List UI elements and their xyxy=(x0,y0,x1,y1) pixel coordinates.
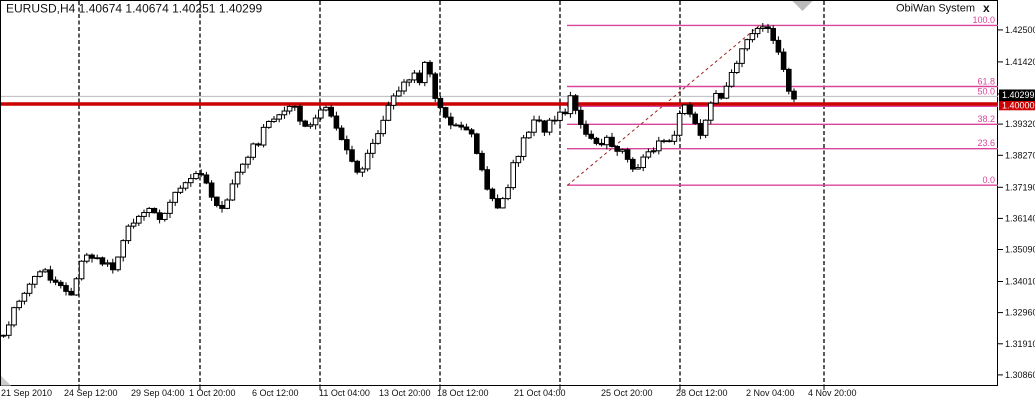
svg-text:61.8: 61.8 xyxy=(977,76,995,86)
svg-text:1.32960: 1.32960 xyxy=(1005,308,1035,318)
svg-text:EURUSD,H4 1.40674 1.40674 1.: EURUSD,H4 1.40674 1.40674 1.40251 1.4029… xyxy=(6,2,263,16)
svg-text:1.34010: 1.34010 xyxy=(1005,277,1035,287)
svg-text:24 Sep 12:00: 24 Sep 12:00 xyxy=(64,388,118,398)
svg-text:29 Sep 04:00: 29 Sep 04:00 xyxy=(131,388,185,398)
svg-text:x: x xyxy=(983,1,990,15)
svg-text:1.35090: 1.35090 xyxy=(1005,245,1035,255)
svg-text:28 Oct 12:00: 28 Oct 12:00 xyxy=(676,388,728,398)
svg-text:18 Oct 12:00: 18 Oct 12:00 xyxy=(437,388,489,398)
svg-text:1.42500: 1.42500 xyxy=(1005,25,1035,35)
svg-text:13 Oct 20:00: 13 Oct 20:00 xyxy=(379,388,431,398)
svg-text:25 Oct 20:00: 25 Oct 20:00 xyxy=(601,388,653,398)
svg-text:1.37190: 1.37190 xyxy=(1005,182,1035,192)
svg-text:1.38270: 1.38270 xyxy=(1005,150,1035,160)
svg-text:100.0: 100.0 xyxy=(972,15,995,25)
svg-text:ObiWan System: ObiWan System xyxy=(896,3,975,15)
svg-text:4 Nov 20:00: 4 Nov 20:00 xyxy=(808,388,857,398)
svg-text:23.6: 23.6 xyxy=(977,138,995,148)
svg-text:0.0: 0.0 xyxy=(982,175,995,185)
svg-text:1.41420: 1.41420 xyxy=(1005,57,1035,67)
svg-text:21 Oct 04:00: 21 Oct 04:00 xyxy=(514,388,566,398)
svg-text:1 Oct 20:00: 1 Oct 20:00 xyxy=(189,388,236,398)
svg-text:1.36140: 1.36140 xyxy=(1005,213,1035,223)
svg-text:2 Nov 04:00: 2 Nov 04:00 xyxy=(746,388,795,398)
svg-text:38.2: 38.2 xyxy=(977,114,995,124)
svg-text:1.40000: 1.40000 xyxy=(1002,101,1035,111)
svg-text:6 Oct 12:00: 6 Oct 12:00 xyxy=(252,388,299,398)
svg-text:21 Sep 2010: 21 Sep 2010 xyxy=(1,388,52,398)
svg-text:1.30860: 1.30860 xyxy=(1005,370,1035,380)
svg-text:1.40299: 1.40299 xyxy=(1002,90,1035,100)
svg-text:50.0: 50.0 xyxy=(977,86,995,96)
svg-text:11 Oct 04:00: 11 Oct 04:00 xyxy=(319,388,370,398)
svg-text:1.39320: 1.39320 xyxy=(1005,119,1035,129)
svg-text:1.31910: 1.31910 xyxy=(1005,339,1035,349)
